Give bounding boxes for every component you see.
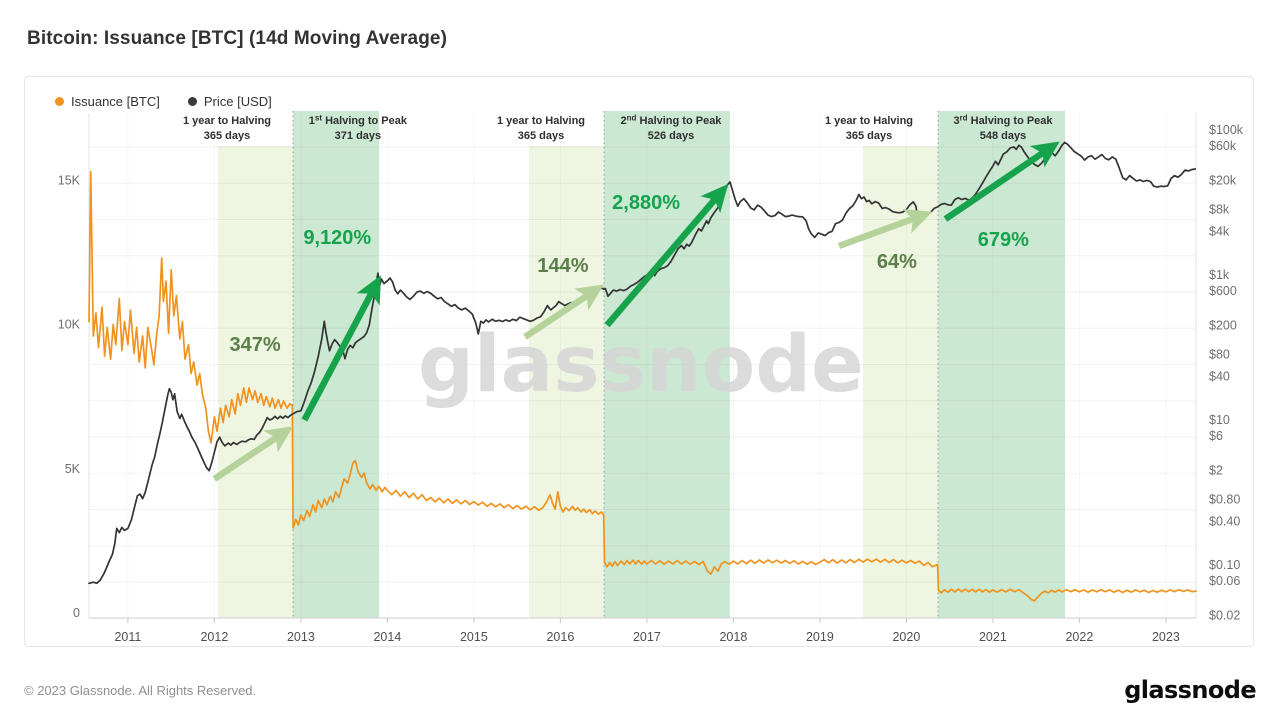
legend-label-price: Price [USD] (203, 94, 272, 109)
x-axis-year-label: 2014 (373, 630, 401, 644)
issuance-series-line (88, 170, 1198, 602)
legend-item-price[interactable]: Price [USD] (187, 94, 272, 109)
y-right-tick-label: $2 (1209, 464, 1223, 478)
pct-annotation: 347% (230, 334, 281, 356)
band-label-line2: 371 days (335, 130, 381, 142)
y-right-tick-label: $0.10 (1209, 558, 1240, 572)
band-label-line2: 365 days (846, 130, 892, 142)
y-right-tick-label: $600 (1209, 284, 1237, 298)
chart-legend: Issuance [BTC] Price [USD] (55, 94, 272, 109)
x-axis-year-label: 2018 (719, 630, 747, 644)
x-axis-year-label: 2011 (114, 630, 141, 644)
band-label-line1: 1 year to Halving (183, 115, 271, 127)
legend-item-issuance[interactable]: Issuance [BTC] (55, 94, 160, 109)
y-left-tick-label: 10K (58, 318, 81, 332)
x-axis-year-label: 2023 (1152, 630, 1180, 644)
band-label-line2: 526 days (648, 130, 694, 142)
y-right-tick-label: $0.40 (1209, 514, 1240, 528)
y-right-tick-label: $0.06 (1209, 574, 1240, 588)
footer: © 2023 Glassnode. All Rights Reserved. g… (0, 676, 1280, 704)
y-right-tick-label: $6 (1209, 429, 1223, 443)
pct-annotation: 64% (877, 251, 917, 273)
y-right-tick-label: $10 (1209, 413, 1230, 427)
price-series-line (88, 141, 1197, 585)
x-axis-year-label: 2022 (1065, 630, 1093, 644)
halving-to-peak-arrow (943, 141, 1060, 222)
x-axis-year-label: 2019 (806, 630, 834, 644)
band-label-line1: 1 year to Halving (497, 115, 585, 127)
chart-card: Issuance [BTC] Price [USD] glassnode 347%… (24, 76, 1254, 647)
x-axis-year-label: 2013 (287, 630, 315, 644)
band-label-line1: 3rd Halving to Peak (953, 114, 1053, 128)
y-right-tick-label: $4k (1209, 224, 1230, 238)
x-axis-year-label: 2016 (546, 630, 574, 644)
halving-band (938, 111, 1065, 618)
pct-annotation: 9,120% (303, 227, 371, 249)
y-right-tick-label: $80 (1209, 348, 1230, 362)
year-to-halving-arrow (523, 284, 604, 340)
legend-label-issuance: Issuance [BTC] (71, 94, 160, 109)
band-label-line1: 1 year to Halving (825, 115, 913, 127)
price-legend-dot-icon (187, 97, 197, 106)
glassnode-logo: glassnode (1124, 676, 1256, 704)
year-to-halving-arrow (212, 426, 294, 482)
x-axis-year-label: 2012 (200, 630, 228, 644)
y-left-tick-label: 15K (58, 173, 81, 187)
x-axis-year-label: 2021 (979, 630, 1007, 644)
y-right-tick-label: $0.02 (1209, 609, 1240, 623)
band-label-line2: 548 days (980, 130, 1026, 142)
copyright-text: © 2023 Glassnode. All Rights Reserved. (24, 682, 257, 698)
y-right-tick-label: $1k (1209, 268, 1230, 282)
band-label-line2: 365 days (518, 130, 564, 142)
y-left-tick-label: 5K (65, 462, 81, 476)
pct-annotation: 2,880% (612, 192, 680, 214)
pct-annotation: 144% (537, 255, 588, 277)
y-right-tick-label: $0.80 (1209, 493, 1240, 507)
chart-canvas[interactable]: glassnode 347% 9,120% 144% 2,880% 64% 679% 1 ye… (25, 77, 1253, 646)
y-right-tick-label: $100k (1209, 123, 1244, 137)
x-axis-year-label: 2017 (633, 630, 661, 644)
page-title: Bitcoin: Issuance [BTC] (14d Moving Aver… (27, 28, 447, 49)
x-axis-year-label: 2020 (892, 630, 920, 644)
halving-to-peak-arrow (301, 275, 381, 422)
y-right-tick-label: $8k (1209, 203, 1230, 217)
y-left-tick-label: 0 (73, 606, 80, 620)
y-right-tick-label: $60k (1209, 139, 1237, 153)
band-label-line1: 2nd Halving to Peak (621, 114, 723, 128)
y-right-tick-label: $40 (1209, 369, 1230, 383)
watermark: glassnode (418, 320, 864, 410)
x-axis-year-label: 2015 (460, 630, 488, 644)
band-label-line1: 1st Halving to Peak (309, 114, 408, 128)
halving-band (529, 146, 604, 618)
halving-to-peak-arrow (604, 183, 729, 328)
y-right-tick-label: $200 (1209, 319, 1237, 333)
pct-annotation: 679% (978, 229, 1029, 251)
issuance-legend-dot-icon (55, 97, 64, 106)
year-to-halving-arrow (837, 208, 933, 250)
halving-band (217, 146, 293, 618)
y-right-tick-label: $20k (1209, 174, 1237, 188)
band-label-line2: 365 days (204, 130, 250, 142)
